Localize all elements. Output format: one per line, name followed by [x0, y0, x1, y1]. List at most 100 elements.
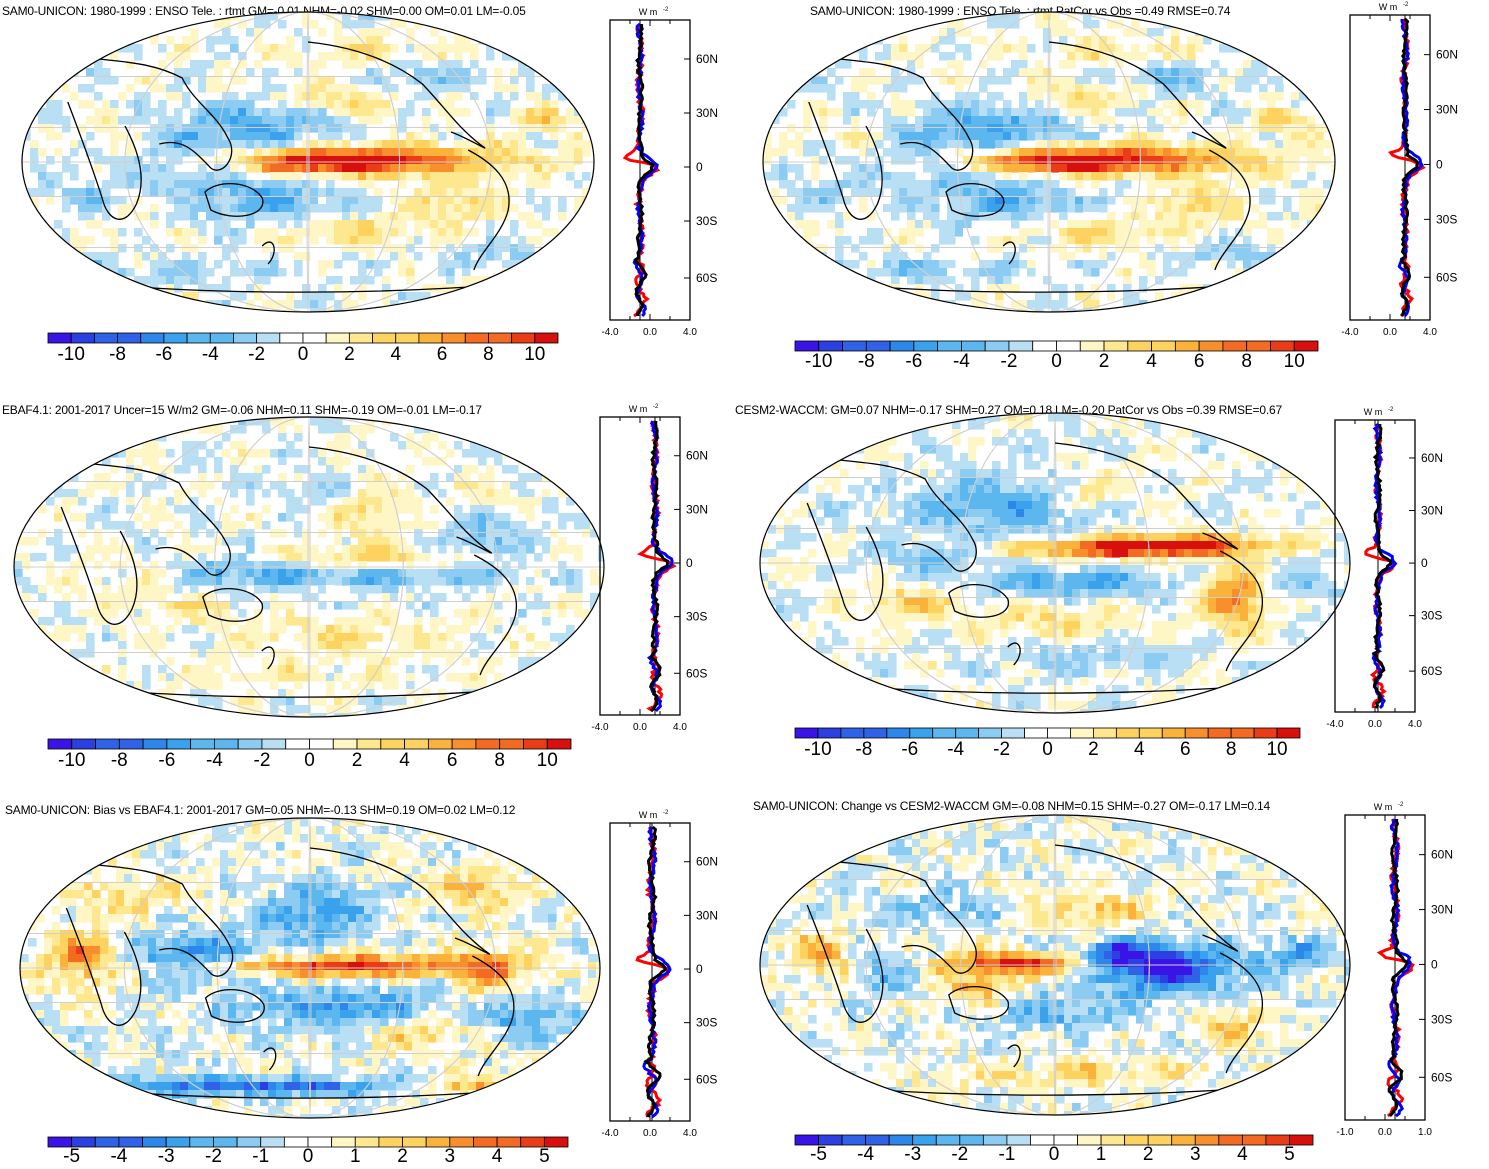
zonal-y-tick-label: 60S: [1431, 1070, 1452, 1084]
colorbar-bin: [1151, 340, 1176, 352]
panel-cesm2-waccm: CESM2-WACCM: GM=0.07 NHM=-0.17 SHM=0.27 …: [735, 395, 1489, 775]
colorbar-bin: [302, 332, 327, 344]
colorbar-tick-label: 4: [1146, 351, 1157, 372]
zonal-mean-black-series: [633, 23, 655, 317]
zonal-mean-plot: W m -2 -4.0 0.0 4.0 60N 30N 0 30S 60S: [591, 404, 708, 733]
zonal-y-tick-label: 30N: [696, 908, 718, 922]
colorbar: -10 -8 -6 -4 -2 0 2 4 6 8 10: [794, 727, 1301, 760]
zonal-x-tick-label: 4.0: [683, 327, 697, 338]
zonal-y-tick-label: 0: [1436, 157, 1443, 171]
colorbar-tick-label: 6: [447, 750, 458, 771]
colorbar-bin: [70, 332, 95, 344]
colorbar-bin: [1070, 727, 1094, 739]
colorbar-bin: [840, 727, 865, 739]
zonal-y-tick-label: 30S: [686, 610, 707, 624]
colorbar: -5 -4 -3 -2 -1 0 1 2 3 4 5: [47, 1136, 569, 1167]
colorbar-bin: [214, 738, 239, 750]
panel-title: SAM0-UNICON: 1980-1999 : ENSO Tele. : rt…: [810, 4, 1231, 18]
map-outline: [19, 817, 601, 1119]
colorbar-tick-label: 2: [352, 750, 363, 771]
colorbar-bin: [1222, 340, 1248, 352]
colorbar-bin: [794, 340, 820, 352]
colorbar-bin: [1138, 727, 1163, 739]
zonal-y-tick-label: 60N: [696, 855, 718, 869]
colorbar-tick-label: 5: [539, 1146, 550, 1167]
colorbar-tick-label: -6: [905, 351, 922, 372]
colorbar-tick-label: -2: [205, 1146, 222, 1167]
colorbar-tick-label: -3: [904, 1144, 921, 1165]
map-field: [20, 818, 600, 1118]
colorbar-bin: [794, 727, 819, 739]
colorbar-tick-label: -10: [805, 351, 832, 372]
colorbar-bin: [1184, 727, 1209, 739]
colorbar-tick-label: 6: [437, 344, 448, 365]
colorbar-tick-label: -8: [111, 750, 128, 771]
graticule: [760, 413, 1350, 713]
colorbar-bin: [1093, 727, 1117, 739]
colorbar-bin: [1230, 727, 1255, 739]
colorbar-tick-label: -6: [155, 344, 172, 365]
zonal-x-tick-label: -4.0: [591, 722, 609, 733]
graticule: [760, 815, 1350, 1115]
colorbar-bin: [1293, 340, 1319, 352]
colorbar-bin: [865, 340, 891, 352]
colorbar-bin: [427, 738, 453, 750]
colorbar-bin: [186, 332, 211, 344]
colorbar-tick-label: -6: [158, 750, 175, 771]
colorbar: -10 -8 -6 -4 -2 0 2 4 6 8 10: [47, 332, 559, 365]
colorbar-bin: [932, 727, 957, 739]
colorbar-bin: [1253, 727, 1278, 739]
zonal-x-tick-label: -4.0: [1326, 719, 1344, 730]
panel-svg: -10 -8 -6 -4 -2 0 2 4 6 8 10 W m -2 -4.0 0.0 4.0 60N 30N 0…: [21, 7, 718, 365]
zonal-mean-plot: W m -2 -4.0 0.0 4.0 60N 30N 0 30S 60S: [1326, 407, 1443, 730]
colorbar-bin: [163, 332, 188, 344]
colorbar-tick-label: 2: [397, 1146, 408, 1167]
colorbar-bin: [348, 332, 373, 344]
colorbar-tick-label: -4: [857, 1144, 874, 1165]
units-exponent: -2: [653, 404, 659, 410]
colorbar-bin: [1056, 340, 1081, 352]
panel-svg: -5 -4 -3 -2 -1 0 1 2 3 4 5 W m -2 -1.0 0.0 1.0 60N 30N 0 30…: [759, 802, 1453, 1165]
panel-svg: -10 -8 -6 -4 -2 0 2 4 6 8 10 W m -2 -4.0 0.0 4.0 60N 30N 0…: [762, 2, 1458, 372]
colorbar-tick-label: 8: [483, 344, 494, 365]
colorbar-bin: [909, 727, 934, 739]
colorbar-tick-label: -8: [858, 351, 875, 372]
colorbar-tick-label: 4: [399, 750, 410, 771]
panel-svg: -10 -8 -6 -4 -2 0 2 4 6 8 10 W m -2 -4.0 0.0 4.0 60N 30N 0…: [13, 404, 708, 771]
zonal-y-tick-label: 0: [696, 962, 703, 976]
colorbar-tick-label: 5: [1284, 1144, 1295, 1165]
colorbar-bin: [47, 738, 73, 750]
colorbar-tick-label: -8: [109, 344, 126, 365]
units-exponent: -2: [1388, 407, 1394, 413]
zonal-mean-black-series: [643, 825, 668, 1118]
units-exponent: -2: [663, 810, 669, 816]
zonal-y-tick-label: 60N: [1431, 848, 1453, 862]
zonal-y-tick-label: 30S: [696, 1016, 717, 1030]
colorbar-bin: [842, 340, 867, 352]
colorbar-bin: [93, 332, 118, 344]
zonal-y-tick-label: 0: [1421, 556, 1428, 570]
map-outline: [762, 11, 1336, 313]
zonal-x-tick-label: -4.0: [1341, 327, 1359, 338]
colorbar-tick-label: 4: [492, 1146, 503, 1167]
zonal-x-tick-label: 4.0: [1408, 719, 1422, 730]
zonal-mean-black-series: [1399, 17, 1420, 317]
zonal-y-tick-label: 30N: [696, 106, 718, 120]
zonal-y-tick-label: 60N: [1436, 48, 1458, 62]
panel-title: CESM2-WACCM: GM=0.07 NHM=-0.17 SHM=0.27 …: [735, 403, 1282, 417]
zonal-x-tick-label: 4.0: [1423, 327, 1437, 338]
graticule: [22, 12, 594, 312]
zonal-mean-black-series: [649, 420, 670, 713]
units-label: W m: [629, 404, 648, 414]
coastlines: [49, 446, 546, 698]
colorbar-tick-label: -4: [947, 739, 964, 760]
zonal-x-tick-label: -1.0: [1336, 1127, 1354, 1138]
zonal-x-tick-label: 0.0: [633, 722, 647, 733]
units-label: W m: [1364, 407, 1383, 417]
colorbar: -5 -4 -3 -2 -1 0 1 2 3 4 5: [794, 1134, 1314, 1165]
colorbar-tick-label: 2: [1099, 351, 1110, 372]
colorbar-bin: [978, 727, 1002, 739]
graticule: [14, 417, 604, 717]
colorbar-bin: [1115, 727, 1140, 739]
colorbar-bin: [1276, 727, 1301, 739]
